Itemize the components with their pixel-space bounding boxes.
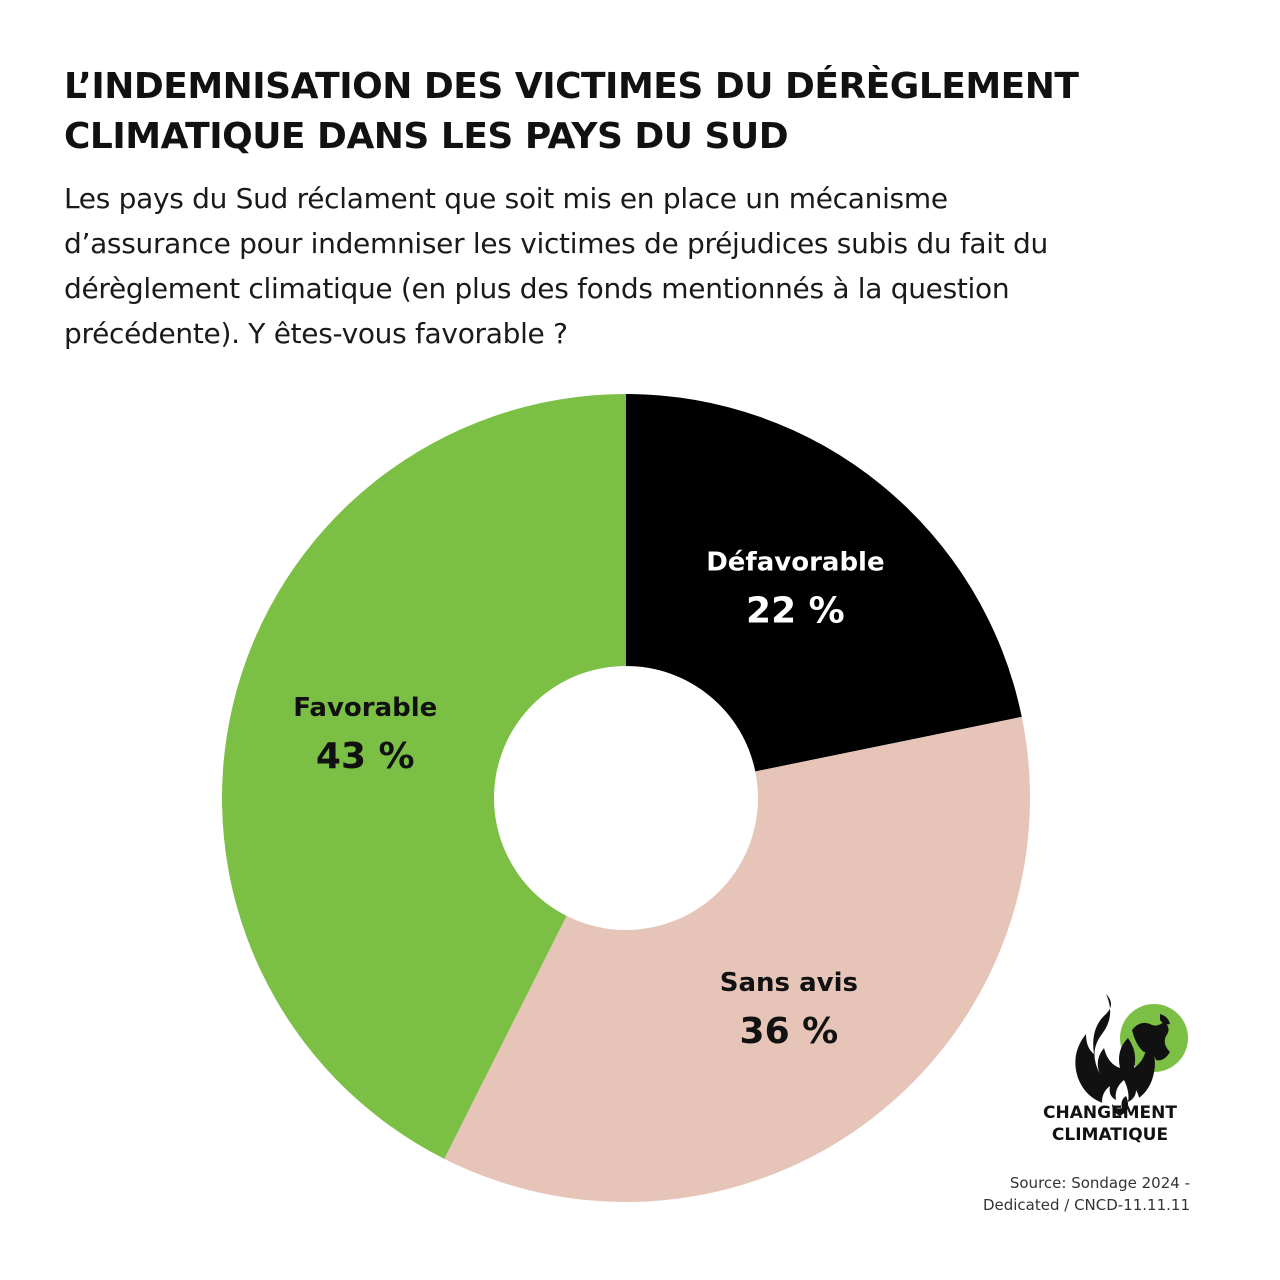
chart-title: L’INDEMNISATION DES VICTIMES DU DÉRÈGLEM… (64, 62, 1214, 162)
slice-label: Sans avis (720, 968, 858, 998)
slice-label: Favorable (293, 693, 437, 723)
source-note: Source: Sondage 2024 - Dedicated / CNCD-… (930, 1172, 1190, 1216)
flame-globe-icon (1075, 994, 1188, 1122)
slice-sans-avis (444, 716, 1030, 1202)
brand-name-line-2: CLIMATIQUE (1051, 1125, 1169, 1145)
brand-name-line-1: CHANGEMENT (1042, 1103, 1177, 1123)
chart-title-line-2: CLIMATIQUE DANS LES PAYS DU SUD (64, 116, 789, 157)
survey-question-line-4: précédente). Y êtes-vous favorable ? (64, 317, 568, 350)
brand-name: CHANGEMENT CLIMATIQUE (1010, 1102, 1210, 1146)
survey-question: Les pays du Sud réclament que soit mis e… (64, 176, 1224, 356)
slice-défavorable (626, 394, 1022, 772)
survey-question-line-3: dérèglement climatique (en plus des fond… (64, 272, 1010, 305)
survey-question-line-1: Les pays du Sud réclament que soit mis e… (64, 182, 948, 215)
chart-title-line-1: L’INDEMNISATION DES VICTIMES DU DÉRÈGLEM… (64, 66, 1079, 107)
slice-value-label: 22 % (746, 590, 845, 631)
source-note-line-2: Dedicated / CNCD-11.11.11 (982, 1196, 1190, 1214)
slice-value-label: 36 % (740, 1011, 839, 1052)
slice-label: Défavorable (706, 547, 884, 577)
slice-value-label: 43 % (316, 736, 415, 777)
source-note-line-1: Source: Sondage 2024 - (1009, 1174, 1190, 1192)
slice-favorable (222, 394, 626, 1159)
survey-question-line-2: d’assurance pour indemniser les victimes… (64, 227, 1048, 260)
